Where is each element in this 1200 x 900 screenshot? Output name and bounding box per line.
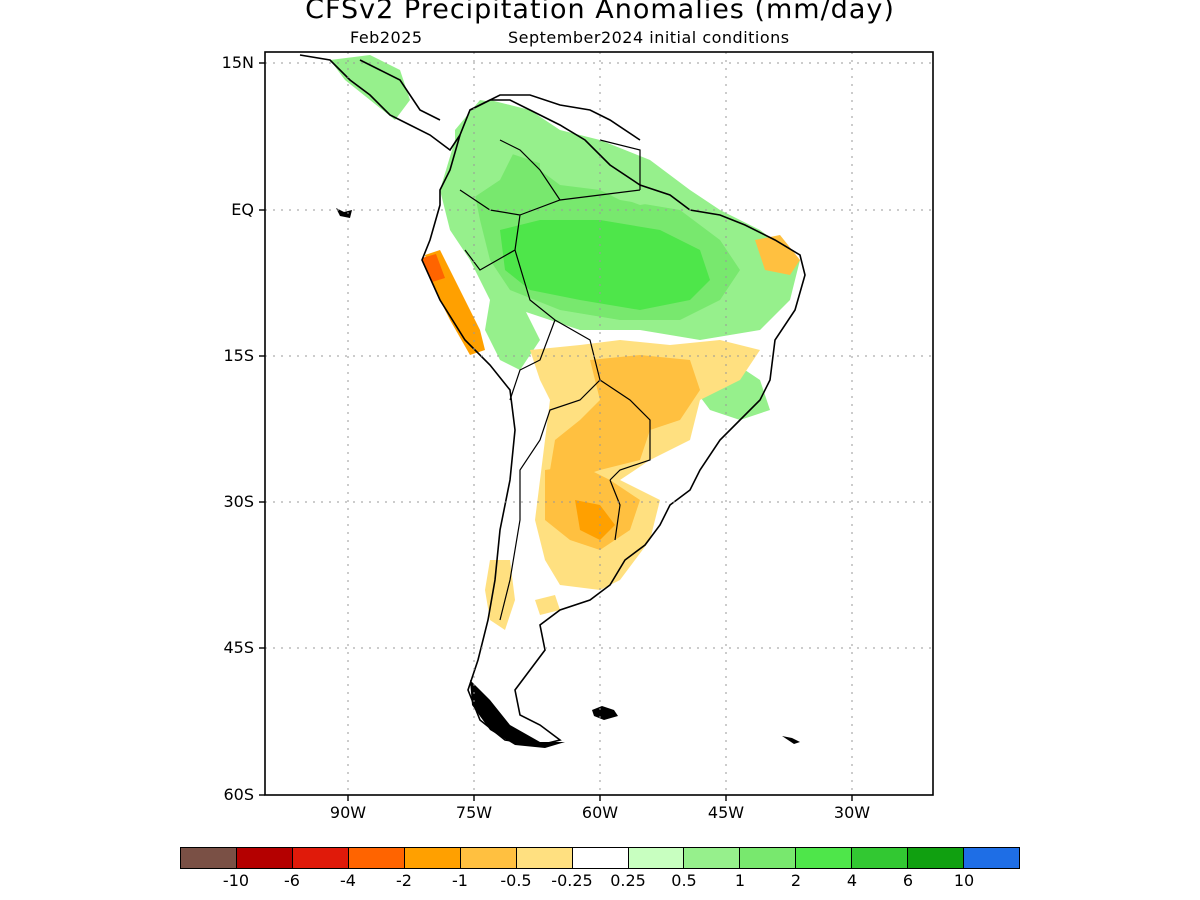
south-america-coastline [421,99,806,746]
colorbar-swatch [852,848,909,868]
lon-label-60w: 60W [581,803,619,822]
axis-ticks [259,62,853,801]
forecast-month: Feb2025 [350,28,423,47]
central-america-coastline [299,54,461,152]
colorbar-swatch [460,848,517,868]
colorbar-swatch [572,848,629,868]
wet-anomaly-bolivia [485,300,540,370]
colorbar-label: -1 [452,871,468,890]
lat-label-30s: 30S [223,492,254,511]
dry-anomaly-peru-strong [422,254,445,282]
colorbar-swatch [181,848,237,868]
galapagos-islands [336,208,352,218]
colorbar-label: -4 [340,871,356,890]
lat-label-15n: 15N [221,53,254,72]
dry-anomaly-northeast [755,235,800,275]
lon-label-75w: 75W [455,803,493,822]
colorbar [180,847,1020,869]
dry-anomaly-chile [485,560,515,630]
colorbar-swatch [236,848,293,868]
colorbar-label: 6 [902,871,914,890]
colorbar-swatch [292,848,349,868]
falkland-islands [592,706,618,720]
dry-anomaly-patagonia [535,595,560,615]
lat-label-eq: EQ [231,200,254,219]
colorbar-label: 0.5 [671,871,697,890]
map-frame [264,51,934,796]
colorbar-swatch [908,848,965,868]
colorbar-swatch [964,848,1020,868]
wet-anomaly-guiana [540,140,670,205]
colorbar-label: -0.5 [500,871,532,890]
south-georgia [782,736,800,744]
colorbar-label: 10 [953,871,975,890]
wet-anomaly-strong-amazon [500,220,710,310]
wet-anomaly-central-america [330,55,410,120]
tierra-del-fuego [470,680,565,748]
wet-anomaly-north [455,100,520,200]
lat-label-45s: 45S [223,638,254,657]
colorbar-label: -6 [284,871,300,890]
colorbar-swatch [796,848,853,868]
colorbar-swatch [628,848,685,868]
lon-label-30w: 30W [833,803,871,822]
lon-label-45w: 45W [707,803,745,822]
colorbar-label: 4 [846,871,858,890]
anomaly-shading [330,55,800,630]
caribbean-coast [469,94,641,141]
dry-anomaly-medium-central [550,355,700,480]
colorbar-swatch [404,848,461,868]
central-america-north-coast [359,59,441,121]
islands [336,208,800,748]
colorbar-label: 1 [734,871,746,890]
colorbar-label: -2 [396,871,412,890]
country-borders [459,139,651,621]
coastlines [299,54,806,746]
colorbar-swatch [740,848,797,868]
lat-label-60s: 60S [223,785,254,804]
lon-label-90w: 90W [329,803,367,822]
colorbar-swatch [348,848,405,868]
initial-conditions-label: September2024 initial conditions [508,28,790,47]
map-title: CFSv2 Precipitation Anomalies (mm/day) [305,0,895,25]
colorbar-label: 0.25 [610,871,646,890]
colorbar-swatch [516,848,573,868]
colorbar-swatch [684,848,741,868]
dry-anomaly-uruguay-strong [575,500,615,540]
colorbar-label: -0.25 [551,871,593,890]
lat-label-15s: 15S [223,346,254,365]
colorbar-label: -10 [222,871,250,890]
colorbar-label: 2 [790,871,802,890]
